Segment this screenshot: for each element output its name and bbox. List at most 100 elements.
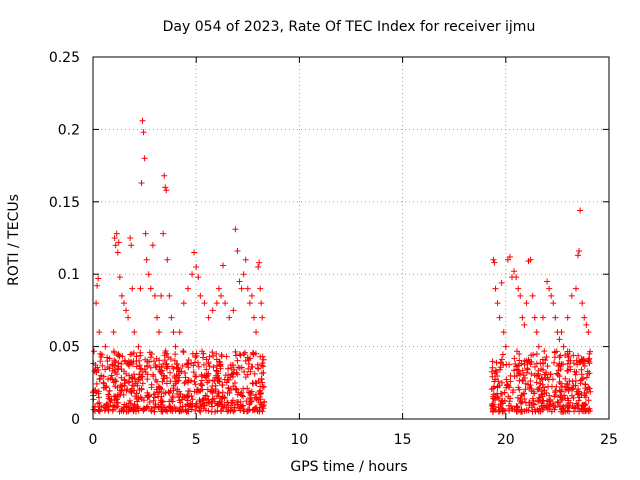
data-point xyxy=(115,239,122,246)
data-point xyxy=(511,406,518,413)
data-point xyxy=(234,357,241,364)
data-point xyxy=(541,402,548,409)
data-point xyxy=(502,343,509,350)
data-point xyxy=(201,402,208,409)
data-point xyxy=(184,401,191,408)
data-point xyxy=(159,378,166,385)
data-point xyxy=(521,375,528,382)
data-point xyxy=(150,397,157,404)
data-point xyxy=(492,367,499,374)
data-point xyxy=(215,378,222,385)
data-point xyxy=(236,364,243,371)
data-point xyxy=(112,358,119,365)
y-tick-label: 0.2 xyxy=(58,122,80,138)
data-point xyxy=(499,351,506,358)
data-point xyxy=(195,363,202,370)
data-point xyxy=(141,155,148,162)
data-point xyxy=(219,382,226,389)
data-point xyxy=(125,408,132,415)
data-point xyxy=(245,360,252,367)
data-point xyxy=(246,394,253,401)
data-point xyxy=(572,371,579,378)
data-point xyxy=(139,380,146,387)
data-point xyxy=(256,259,263,266)
data-point xyxy=(493,359,500,366)
data-point xyxy=(222,300,229,307)
data-point xyxy=(538,365,545,372)
data-point xyxy=(193,263,200,270)
data-point xyxy=(158,292,165,299)
data-point xyxy=(167,407,174,414)
data-point xyxy=(172,343,179,350)
data-point xyxy=(179,363,186,370)
data-point xyxy=(559,405,566,412)
data-point xyxy=(213,300,220,307)
data-point xyxy=(522,386,529,393)
data-point xyxy=(167,369,173,376)
data-point xyxy=(498,356,505,363)
data-point xyxy=(216,358,223,365)
data-point xyxy=(156,384,163,391)
data-point xyxy=(259,360,266,367)
data-point xyxy=(541,390,548,397)
data-point xyxy=(153,364,160,371)
data-point xyxy=(246,401,253,408)
y-tick-label: 0.25 xyxy=(49,50,80,66)
data-point xyxy=(240,385,247,392)
data-point xyxy=(170,329,177,336)
data-point xyxy=(128,242,135,249)
data-point xyxy=(196,407,203,414)
data-point xyxy=(144,403,151,410)
data-point xyxy=(253,329,260,336)
data-point xyxy=(574,402,581,409)
data-point xyxy=(232,385,239,392)
data-point xyxy=(167,378,174,385)
data-point xyxy=(546,398,553,405)
data-point xyxy=(529,395,536,402)
data-point xyxy=(121,401,128,408)
data-point xyxy=(171,357,178,364)
data-point xyxy=(564,367,571,374)
data-point xyxy=(162,347,169,354)
data-point xyxy=(557,380,564,387)
data-point xyxy=(98,404,105,411)
data-points xyxy=(90,117,594,415)
data-point xyxy=(197,380,204,387)
data-point xyxy=(142,356,149,363)
data-point xyxy=(191,359,198,366)
data-point xyxy=(144,392,151,399)
data-point xyxy=(219,393,226,400)
data-point xyxy=(232,226,239,233)
data-point xyxy=(583,374,590,381)
data-point xyxy=(204,393,211,400)
data-point xyxy=(539,314,546,321)
data-point xyxy=(168,314,175,321)
data-point xyxy=(516,357,523,364)
data-point xyxy=(248,398,255,405)
data-point xyxy=(556,361,563,368)
data-point xyxy=(503,376,510,383)
data-point xyxy=(528,370,535,377)
data-point xyxy=(98,353,105,360)
data-point xyxy=(140,407,147,414)
data-point xyxy=(97,358,104,365)
data-point xyxy=(152,376,159,383)
data-point xyxy=(505,402,512,409)
data-point xyxy=(94,282,101,289)
data-point xyxy=(176,329,183,336)
data-point xyxy=(232,348,239,355)
data-point xyxy=(565,384,572,391)
data-point xyxy=(215,389,222,396)
data-point xyxy=(582,400,589,407)
data-point xyxy=(192,373,199,380)
data-point xyxy=(498,379,505,386)
data-point xyxy=(230,408,237,415)
data-point xyxy=(494,300,501,307)
data-point xyxy=(93,300,100,307)
data-point xyxy=(167,356,174,363)
data-point xyxy=(547,396,554,403)
data-point xyxy=(575,352,582,359)
data-point xyxy=(256,408,263,415)
data-point xyxy=(185,377,192,384)
data-point xyxy=(146,349,153,356)
